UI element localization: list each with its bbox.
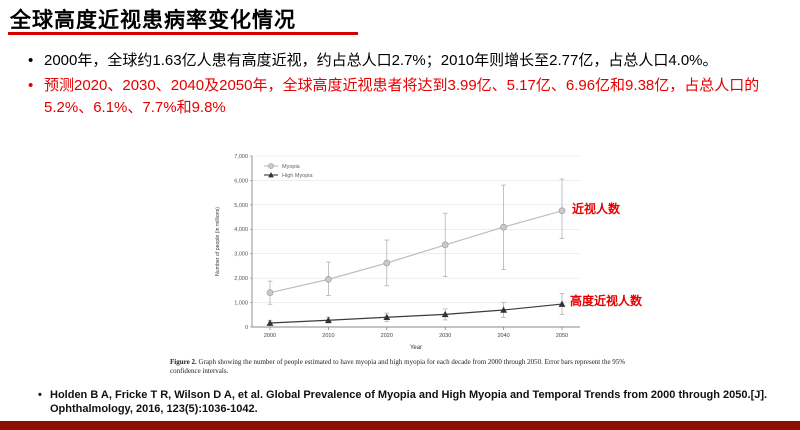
figure-chart: 0 1,000 2,000 3,000 4,000 5,000 6,000 7,000 2000… [210, 148, 642, 353]
svg-text:2040: 2040 [497, 333, 509, 339]
figure-caption-prefix: Figure 2. [170, 358, 197, 366]
page-title: 全球高度近视患病率变化情况 [10, 9, 296, 32]
bottom-accent-bar [0, 421, 800, 430]
line-chart: 0 1,000 2,000 3,000 4,000 5,000 6,000 7,000 2000… [215, 154, 580, 351]
title-underline [8, 32, 358, 35]
figure-caption-text: Graph showing the number of people estim… [170, 358, 626, 376]
svg-text:5,000: 5,000 [234, 203, 248, 209]
legend: Myopia High Myopia [264, 163, 314, 179]
svg-text:High Myopia: High Myopia [282, 173, 314, 179]
figure-caption: Figure 2. Graph showing the number of pe… [170, 358, 630, 377]
svg-text:7,000: 7,000 [234, 154, 248, 160]
myopia-annotation: 近视人数 [572, 202, 621, 216]
high-myopia-annotation: 高度近视人数 [570, 294, 643, 308]
svg-text:Myopia: Myopia [282, 164, 301, 170]
bullet-item: 2000年，全球约1.63亿人患有高度近视，约占总人口2.7%；2010年则增长… [28, 50, 774, 72]
svg-text:0: 0 [245, 325, 248, 331]
bullet-item: 预测2020、2030、2040及2050年，全球高度近视患者将达到3.99亿、… [28, 75, 774, 119]
svg-text:1,000: 1,000 [234, 300, 248, 306]
bullet-list: 2000年，全球约1.63亿人患有高度近视，约占总人口2.7%；2010年则增长… [28, 50, 774, 121]
myopia-series [266, 178, 566, 305]
svg-text:2020: 2020 [381, 333, 393, 339]
svg-text:2030: 2030 [439, 333, 451, 339]
x-axis-label: Year [410, 345, 422, 351]
svg-text:4,000: 4,000 [234, 227, 248, 233]
citation-text: Holden B A, Fricke T R, Wilson D A, et a… [38, 388, 768, 417]
gridlines: 0 1,000 2,000 3,000 4,000 5,000 6,000 7,000 [234, 154, 580, 331]
reference-citation: Holden B A, Fricke T R, Wilson D A, et a… [38, 388, 768, 417]
y-axis-label: Number of people (in millions) [215, 207, 221, 276]
svg-text:2050: 2050 [556, 333, 568, 339]
svg-text:6,000: 6,000 [234, 178, 248, 184]
high-myopia-series [266, 293, 566, 326]
svg-text:2010: 2010 [322, 333, 334, 339]
svg-text:2,000: 2,000 [234, 276, 248, 282]
svg-text:3,000: 3,000 [234, 252, 248, 258]
svg-text:2000: 2000 [264, 333, 276, 339]
